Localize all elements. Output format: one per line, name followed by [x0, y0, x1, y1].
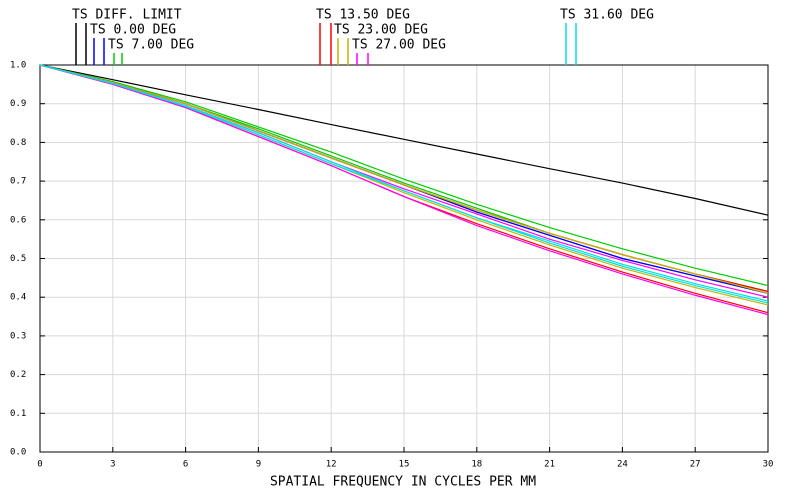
legend-label: TS 23.00 DEG	[334, 23, 428, 38]
y-tick-label: 0.4	[10, 293, 26, 303]
y-tick-label: 0.0	[10, 448, 26, 458]
y-tick-label: 0.7	[10, 177, 26, 187]
plot-frame	[39, 64, 769, 453]
legend-label: TS DIFF. LIMIT	[72, 8, 182, 23]
legend-label: TS 7.00 DEG	[108, 38, 194, 53]
sagittal-line	[39, 64, 769, 302]
y-tick-label: 0.9	[10, 99, 26, 109]
x-tick-label: 9	[256, 460, 261, 470]
x-tick-label: 15	[399, 460, 410, 470]
legend-label: TS 31.60 DEG	[560, 8, 654, 23]
legend-label: TS 13.50 DEG	[316, 8, 410, 23]
x-tick-label: 0	[37, 460, 42, 470]
sagittal-line	[39, 64, 769, 316]
x-tick-label: 27	[690, 460, 701, 470]
y-tick-label: 0.6	[10, 215, 26, 225]
y-tick-label: 0.2	[10, 370, 26, 380]
legend-label: TS 27.00 DEG	[352, 38, 446, 53]
x-tick-label: 12	[326, 460, 337, 470]
x-tick-label: 21	[544, 460, 555, 470]
x-tick-label: 30	[763, 460, 774, 470]
tangential-line	[39, 64, 769, 294]
y-tick-label: 0.1	[10, 409, 26, 419]
x-axis-title: SPATIAL FREQUENCY IN CYCLES PER MM	[270, 475, 536, 490]
y-tick-label: 1.0	[10, 61, 26, 71]
x-tick-label: 24	[617, 460, 628, 470]
y-tick-label: 0.3	[10, 331, 26, 341]
y-tick-label: 0.8	[10, 138, 26, 148]
legend-label: TS 0.00 DEG	[90, 23, 176, 38]
tangential-line	[39, 64, 769, 287]
x-tick-label: 18	[471, 460, 482, 470]
x-tick-label: 6	[183, 460, 188, 470]
y-tick-label: 0.5	[10, 254, 26, 264]
tangential-line	[39, 64, 769, 216]
x-tick-label: 3	[110, 460, 115, 470]
